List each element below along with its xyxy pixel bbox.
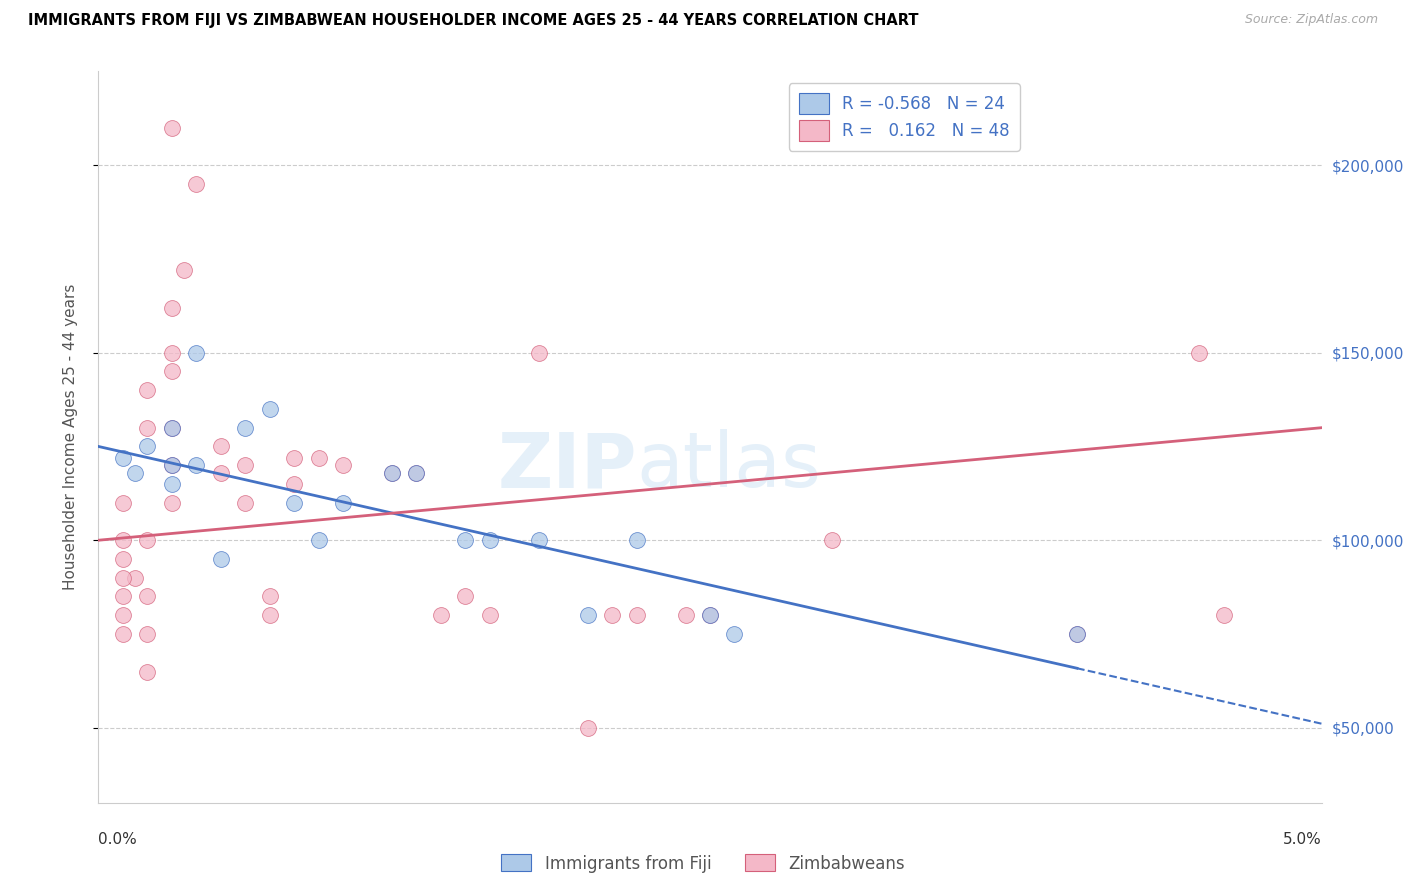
Point (332, 496, 354, 510)
Point (173, 263, 195, 277)
Point (1212, 608, 1234, 623)
Point (160, 120, 183, 135)
Text: Source: ZipAtlas.com: Source: ZipAtlas.com (1244, 13, 1378, 27)
Point (259, 590, 281, 604)
Point (186, 458, 208, 473)
Point (186, 177, 208, 191)
Point (111, 496, 134, 510)
Point (699, 608, 721, 623)
Point (259, 401, 281, 416)
Point (186, 345, 208, 359)
Point (1066, 627, 1088, 641)
Point (111, 533, 134, 548)
Point (454, 533, 477, 548)
Point (136, 665, 159, 679)
Point (381, 466, 404, 480)
Text: atlas: atlas (637, 429, 821, 503)
Point (478, 608, 501, 623)
Point (111, 552, 134, 566)
Point (233, 420, 256, 434)
Point (405, 466, 427, 480)
Point (308, 450, 330, 465)
Text: 0.0%: 0.0% (98, 832, 138, 847)
Point (283, 450, 305, 465)
Point (160, 420, 183, 434)
Point (675, 608, 697, 623)
Point (576, 608, 599, 623)
Point (308, 533, 330, 548)
Point (723, 627, 745, 641)
Point (136, 440, 159, 454)
Point (111, 608, 134, 623)
Point (381, 466, 404, 480)
Point (111, 571, 134, 585)
Point (136, 533, 159, 548)
Point (283, 496, 305, 510)
Y-axis label: Householder Income Ages 25 - 44 years: Householder Income Ages 25 - 44 years (63, 284, 77, 591)
Point (124, 571, 146, 585)
Point (821, 533, 844, 548)
Legend: Immigrants from Fiji, Zimbabweans: Immigrants from Fiji, Zimbabweans (495, 847, 911, 880)
Point (1066, 627, 1088, 641)
Point (160, 496, 183, 510)
Point (209, 440, 232, 454)
Point (160, 458, 183, 473)
Text: 5.0%: 5.0% (1282, 832, 1322, 847)
Point (527, 345, 550, 359)
Point (160, 364, 183, 378)
Point (332, 458, 354, 473)
Point (233, 496, 256, 510)
Point (527, 533, 550, 548)
Legend: R = -0.568   N = 24, R =   0.162   N = 48: R = -0.568 N = 24, R = 0.162 N = 48 (789, 83, 1019, 151)
Point (136, 383, 159, 397)
Point (136, 627, 159, 641)
Text: IMMIGRANTS FROM FIJI VS ZIMBABWEAN HOUSEHOLDER INCOME AGES 25 - 44 YEARS CORRELA: IMMIGRANTS FROM FIJI VS ZIMBABWEAN HOUSE… (28, 13, 918, 29)
Point (430, 608, 453, 623)
Point (626, 608, 648, 623)
Point (405, 466, 427, 480)
Point (111, 627, 134, 641)
Point (160, 477, 183, 491)
Point (259, 608, 281, 623)
Point (626, 533, 648, 548)
Point (478, 533, 501, 548)
Point (576, 721, 599, 735)
Point (160, 420, 183, 434)
Point (160, 458, 183, 473)
Point (209, 466, 232, 480)
Point (111, 450, 134, 465)
Point (454, 590, 477, 604)
Point (124, 466, 146, 480)
Point (111, 590, 134, 604)
Point (160, 301, 183, 315)
Point (209, 552, 232, 566)
Point (283, 477, 305, 491)
Point (699, 608, 721, 623)
Point (233, 458, 256, 473)
Point (160, 345, 183, 359)
Point (136, 420, 159, 434)
Point (1188, 345, 1211, 359)
Text: ZIP: ZIP (498, 429, 637, 503)
Point (136, 590, 159, 604)
Point (600, 608, 623, 623)
